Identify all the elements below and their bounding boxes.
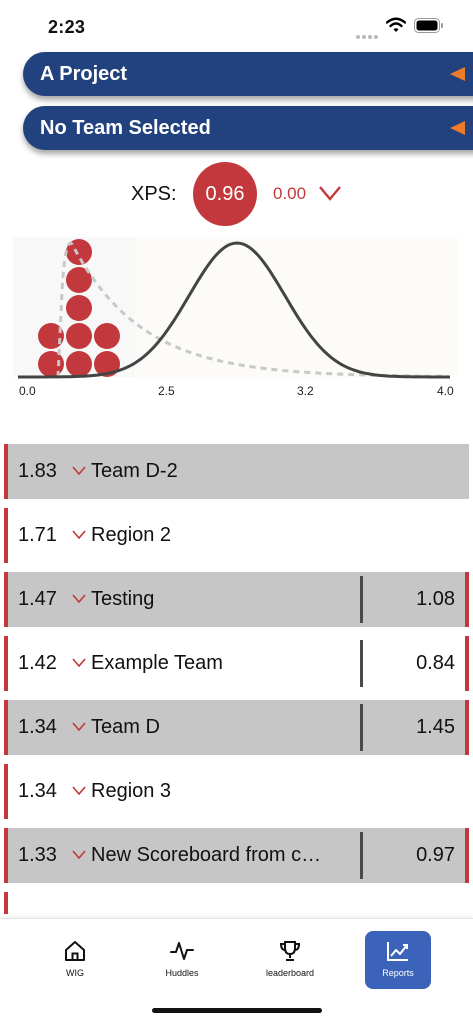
distribution-dot <box>38 351 64 377</box>
tab-bar: WIG Huddles leaderboard Reports <box>0 918 473 1025</box>
xps-score-badge: 0.96 <box>193 162 257 226</box>
signal-dots-icon <box>356 26 380 44</box>
wifi-icon <box>386 17 406 32</box>
tick-label: 4.0 <box>437 384 454 398</box>
row-value: 1.42 <box>18 652 57 674</box>
row-score: 0.84 <box>416 652 455 674</box>
chevron-down-icon[interactable] <box>72 466 86 476</box>
row-score-marker <box>465 700 469 755</box>
list-item[interactable]: 1.42 Example Team 0.84 <box>4 636 469 691</box>
distribution-chart-svg <box>13 237 458 379</box>
home-indicator <box>152 1008 322 1013</box>
row-score-marker <box>465 636 469 691</box>
team-selector[interactable]: No Team Selected <box>23 106 473 150</box>
row-value: 1.83 <box>18 460 57 482</box>
list-item-partial <box>4 892 8 914</box>
tab-huddles[interactable]: Huddles <box>149 931 215 989</box>
row-value: 1.47 <box>18 588 57 610</box>
status-time: 2:23 <box>48 17 86 37</box>
list-item[interactable]: 1.71 Region 2 <box>4 508 469 563</box>
distribution-dot <box>94 323 120 349</box>
row-divider <box>360 576 363 623</box>
trophy-icon <box>279 941 301 961</box>
chevron-down-icon[interactable] <box>72 530 86 540</box>
pulse-icon <box>170 942 194 960</box>
distribution-dot <box>66 295 92 321</box>
chevron-down-icon[interactable] <box>72 594 86 604</box>
distribution-dot <box>66 323 92 349</box>
chevron-down-icon[interactable] <box>72 658 86 668</box>
row-name: Testing <box>91 588 155 610</box>
chart-line-icon <box>387 942 408 961</box>
row-name: Example Team <box>91 652 223 674</box>
xps-delta: 0.00 <box>273 184 307 203</box>
tab-wig[interactable]: WIG <box>42 931 108 989</box>
tab-reports[interactable]: Reports <box>365 931 431 989</box>
home-icon <box>65 941 85 961</box>
chevron-down-icon[interactable] <box>318 185 342 201</box>
project-selector-label: A Project <box>40 63 128 85</box>
tab-leaderboard[interactable]: leaderboard <box>257 931 323 989</box>
caret-left-icon <box>450 121 465 135</box>
distribution-chart: 0.0 2.5 3.2 4.0 <box>0 232 473 402</box>
row-name: Team D-2 <box>91 460 178 482</box>
tick-label: 3.2 <box>297 384 314 398</box>
row-name: New Scoreboard from c… <box>91 844 322 866</box>
chevron-down-icon[interactable] <box>72 722 86 732</box>
dot-stack <box>38 239 120 377</box>
row-value: 1.33 <box>18 844 57 866</box>
xps-label: XPS: <box>131 183 177 205</box>
list-item[interactable]: 1.47 Testing 1.08 <box>4 572 469 627</box>
status-bar: 2:23 <box>0 0 473 52</box>
row-value: 1.71 <box>18 524 57 546</box>
row-score: 0.97 <box>416 844 455 866</box>
project-selector[interactable]: A Project <box>23 52 473 96</box>
caret-left-icon <box>450 67 465 81</box>
list-item[interactable]: 1.33 New Scoreboard from c… 0.97 <box>4 828 469 883</box>
row-score: 1.45 <box>416 716 455 738</box>
row-divider <box>360 640 363 687</box>
chevron-down-icon[interactable] <box>72 786 86 796</box>
row-score: 1.08 <box>416 588 455 610</box>
row-score-marker <box>465 572 469 627</box>
row-name: Team D <box>91 716 160 738</box>
row-value: 1.34 <box>18 780 57 802</box>
team-selector-label: No Team Selected <box>40 117 211 139</box>
list-item[interactable]: 1.34 Region 3 <box>4 764 469 819</box>
row-divider <box>360 832 363 879</box>
distribution-dot <box>38 323 64 349</box>
bell-curve <box>18 241 450 379</box>
row-name: Region 3 <box>91 780 172 802</box>
distribution-dot <box>66 267 92 293</box>
distribution-dot <box>94 351 120 377</box>
list-item[interactable]: 1.83 Team D-2 <box>4 444 469 499</box>
tick-label: 0.0 <box>19 384 36 398</box>
tab-label: Huddles <box>165 968 199 978</box>
battery-icon <box>414 18 443 33</box>
chevron-down-icon[interactable] <box>72 850 86 860</box>
tab-label: Reports <box>382 968 414 978</box>
list-item[interactable]: 1.34 Team D 1.45 <box>4 700 469 755</box>
row-value: 1.34 <box>18 716 57 738</box>
row-divider <box>360 704 363 751</box>
tab-label: WIG <box>66 968 84 978</box>
tick-label: 2.5 <box>158 384 175 398</box>
tab-label: leaderboard <box>265 968 315 978</box>
distribution-dot <box>66 239 92 265</box>
row-score-marker <box>465 828 469 883</box>
distribution-dot <box>66 351 92 377</box>
row-name: Region 2 <box>91 524 172 546</box>
